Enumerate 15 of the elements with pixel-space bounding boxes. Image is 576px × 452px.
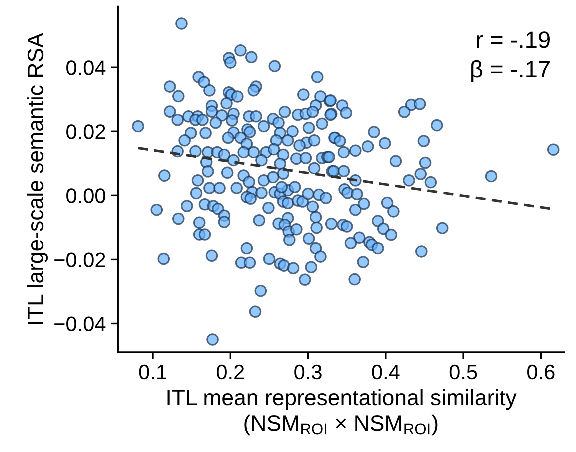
x-axis-title: ITL mean representational similarity (NSM$_{ROI}$ × NSM$_{ROI}$) <box>168 389 517 436</box>
y-tick-label: −0.04 <box>54 316 106 332</box>
y-axis-title: ITL large-scale semantic RSA <box>27 33 48 324</box>
y-tick-label: −0.02 <box>54 252 106 268</box>
x-tick-label: 0.1 <box>139 364 166 380</box>
y-tick-label: 0.04 <box>66 60 106 76</box>
x-tick-label: 0.5 <box>450 364 478 380</box>
annotation: r = -.19 <box>477 32 550 48</box>
x-tick-label: 0.3 <box>294 364 322 380</box>
x-tick-label: 0.6 <box>528 364 555 380</box>
x-tick-label: 0.2 <box>216 364 244 380</box>
x-tick-label: 0.4 <box>372 364 400 380</box>
annotation: β = -.17 <box>472 60 550 82</box>
y-tick-label: 0.02 <box>66 124 106 140</box>
y-tick-label: 0.00 <box>66 188 106 204</box>
